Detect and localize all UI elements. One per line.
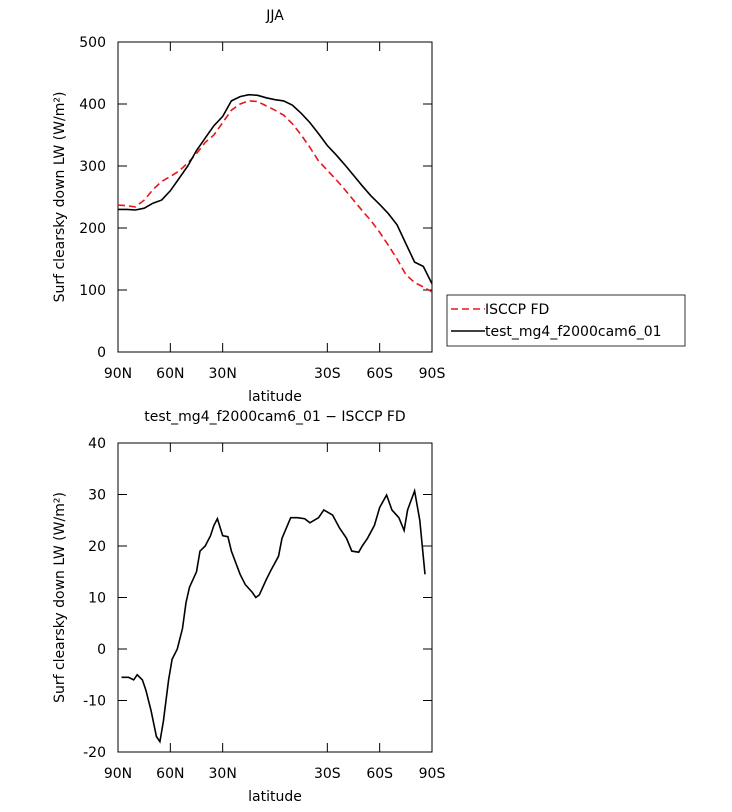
x-tick-label: 30S: [314, 366, 341, 382]
y-tick-label: 400: [79, 97, 106, 113]
plot-frame: [117, 442, 433, 753]
x-tick-label: 90S: [419, 366, 446, 382]
x-axis-label: latitude: [248, 389, 302, 405]
legend-label: ISCCP FD: [485, 302, 549, 318]
y-tick-label: 20: [88, 539, 106, 555]
y-tick-label: 40: [88, 436, 106, 452]
y-tick-label: 10: [88, 591, 106, 607]
data-line: [117, 100, 433, 293]
y-tick-label: 300: [79, 159, 106, 175]
y-tick-label: 100: [79, 283, 106, 299]
x-tick-label: 60N: [156, 366, 184, 382]
data-line: [118, 93, 433, 285]
y-tick-label: 0: [97, 642, 106, 658]
plot-frame: [117, 41, 433, 353]
y-tick-label: -20: [83, 745, 106, 761]
x-tick-label: 90S: [419, 766, 446, 782]
y-axis-label: Surf clearsky down LW (W/m²): [52, 492, 68, 703]
x-axis-label: latitude: [248, 789, 302, 805]
x-tick-label: 90N: [104, 766, 132, 782]
y-tick-label: -10: [83, 694, 106, 710]
y-tick-label: 200: [79, 221, 106, 237]
x-tick-label: 60S: [366, 366, 393, 382]
legend-label: test_mg4_f2000cam6_01: [485, 324, 662, 340]
x-tick-label: 30S: [314, 766, 341, 782]
x-tick-label: 90N: [104, 366, 132, 382]
x-tick-label: 60N: [156, 766, 184, 782]
chart-title: test_mg4_f2000cam6_01 − ISCCP FD: [144, 409, 405, 425]
legend-box: [446, 294, 686, 347]
x-tick-label: 60S: [366, 766, 393, 782]
y-tick-label: 30: [88, 488, 106, 504]
chart-title: JJA: [265, 8, 284, 24]
y-axis-label: Surf clearsky down LW (W/m²): [52, 92, 68, 303]
y-tick-label: 500: [79, 35, 106, 51]
y-tick-label: 0: [97, 345, 106, 361]
data-line: [121, 487, 426, 744]
x-tick-label: 30N: [209, 366, 237, 382]
x-tick-label: 30N: [209, 766, 237, 782]
